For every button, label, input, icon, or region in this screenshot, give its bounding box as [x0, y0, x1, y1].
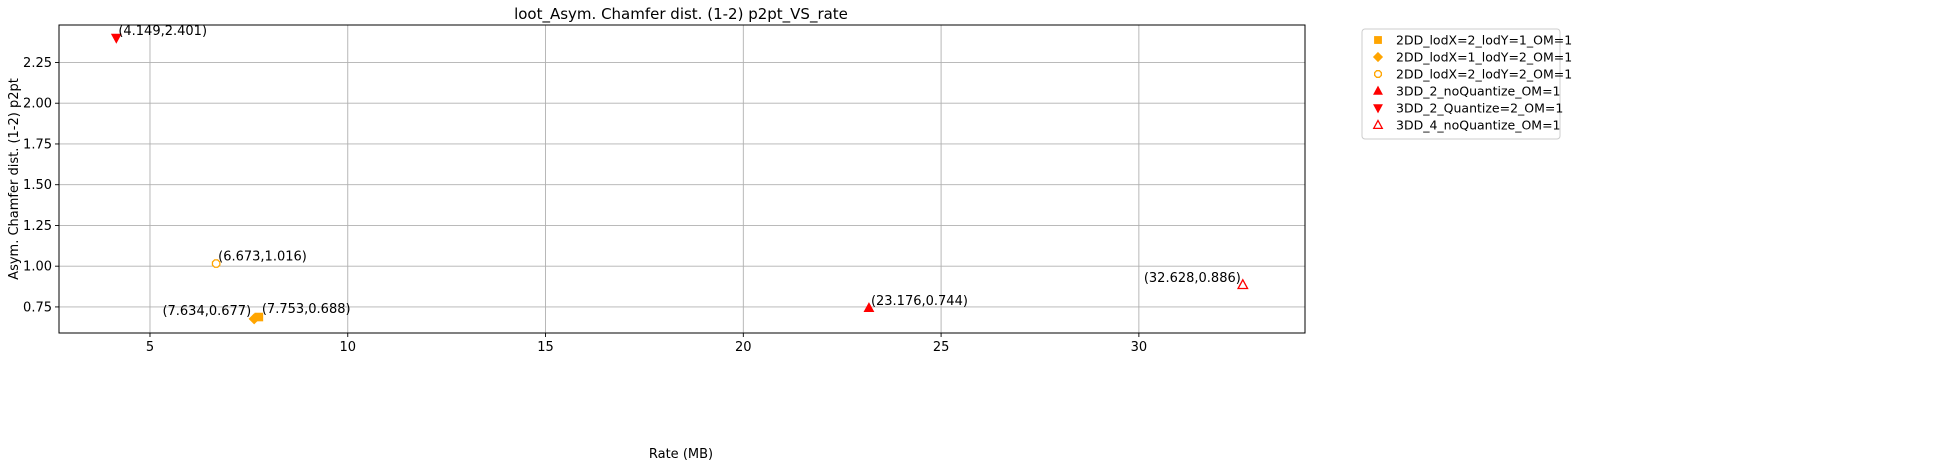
- legend-marker: [1372, 51, 1384, 63]
- y-axis-label: Asym. Chamfer dist. (1-2) p2pt: [7, 78, 22, 280]
- axes: 5 10 15 20 25 30 0.75 1.00 1.25 1.50 1.75 2.00 2.25: [23, 24, 1306, 355]
- x-axis-label: Rate (MB): [649, 447, 713, 462]
- point-label: (23.176,0.744): [871, 294, 968, 309]
- y-tick-label: 1.00: [23, 260, 52, 275]
- chart-title: loot_Asym. Chamfer dist. (1-2) p2pt_VS_r…: [514, 5, 848, 24]
- y-tick-label: 2.25: [23, 56, 52, 71]
- legend-label: 3DD_4_noQuantize_OM=1: [1396, 118, 1561, 133]
- x-tick-label: 20: [735, 340, 752, 355]
- y-tick-label: 1.25: [23, 219, 52, 234]
- legend: 2DD_lodX=2_lodY=1_OM=1 2DD_lodX=1_lodY=2_…: [1361, 28, 1572, 140]
- point-labels: (7.753,0.688) (7.634,0.677) (6.673,1.016) (…: [118, 24, 1241, 319]
- data-point: [863, 302, 875, 313]
- legend-marker: [1372, 119, 1384, 130]
- x-tick-label: 30: [1131, 340, 1148, 355]
- y-tick-label: 0.75: [23, 300, 52, 315]
- legend-marker: [1374, 70, 1382, 78]
- y-tick-label: 1.50: [23, 178, 52, 193]
- legend-label: 2DD_lodX=2_lodY=2_OM=1: [1396, 67, 1572, 82]
- data-point: [211, 259, 221, 268]
- x-tick-label: 10: [339, 340, 356, 355]
- point-label: (6.673,1.016): [218, 250, 307, 265]
- legend-marker: [1373, 104, 1383, 114]
- grid-lines: [59, 25, 1305, 333]
- legend-label: 3DD_2_Quantize=2_OM=1: [1396, 101, 1563, 116]
- legend-marker: [1373, 85, 1383, 95]
- legend-label: 3DD_2_noQuantize_OM=1: [1396, 84, 1561, 99]
- point-label: (4.149,2.401): [118, 24, 207, 39]
- point-label: (7.753,0.688): [262, 302, 351, 317]
- data-point: [1236, 278, 1249, 290]
- x-tick-label: 15: [537, 340, 554, 355]
- data-point: [248, 313, 260, 325]
- plot-frame: [58, 24, 1306, 334]
- legend-frame: [1361, 28, 1561, 140]
- data-point: [110, 33, 122, 44]
- point-label: (7.634,0.677): [162, 304, 251, 319]
- legend-marker: [1374, 36, 1382, 44]
- point-label: (32.628,0.886): [1144, 271, 1241, 286]
- legend-label: 2DD_lodX=2_lodY=1_OM=1: [1396, 33, 1572, 48]
- y-tick-label: 1.75: [23, 137, 52, 152]
- data-points: [110, 33, 1249, 325]
- y-tick-label: 2.00: [23, 97, 52, 112]
- x-tick-label: 25: [933, 340, 950, 355]
- legend-label: 2DD_lodX=1_lodY=2_OM=1: [1396, 50, 1572, 65]
- x-tick-label: 5: [146, 340, 154, 355]
